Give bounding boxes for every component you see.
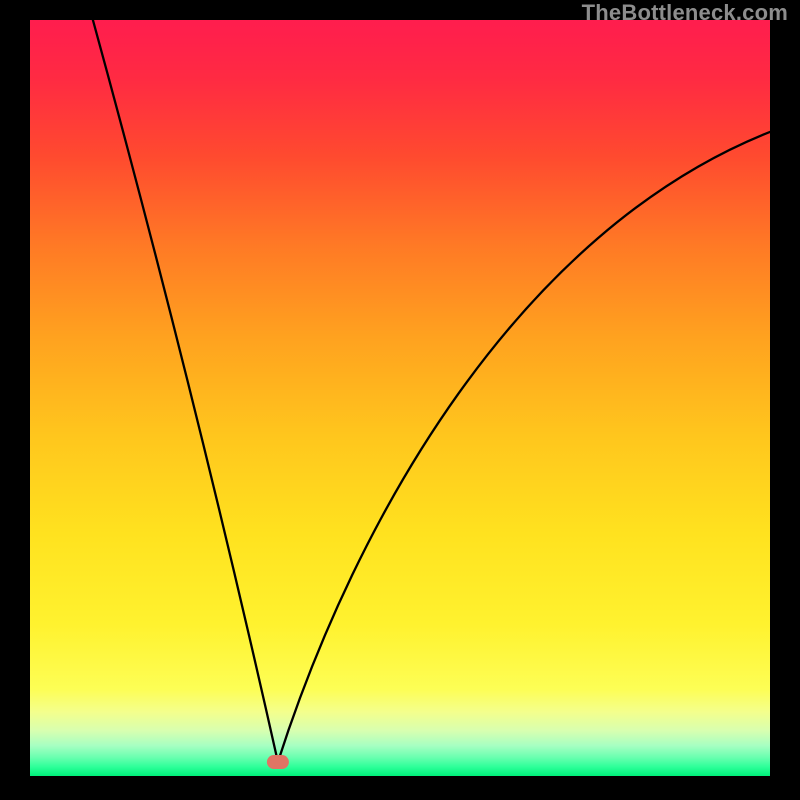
plot-area xyxy=(30,20,770,776)
gradient-background xyxy=(30,20,770,776)
watermark-text: TheBottleneck.com xyxy=(582,0,788,26)
chart-svg xyxy=(0,0,800,800)
cusp-marker xyxy=(267,755,289,769)
chart-stage: TheBottleneck.com xyxy=(0,0,800,800)
